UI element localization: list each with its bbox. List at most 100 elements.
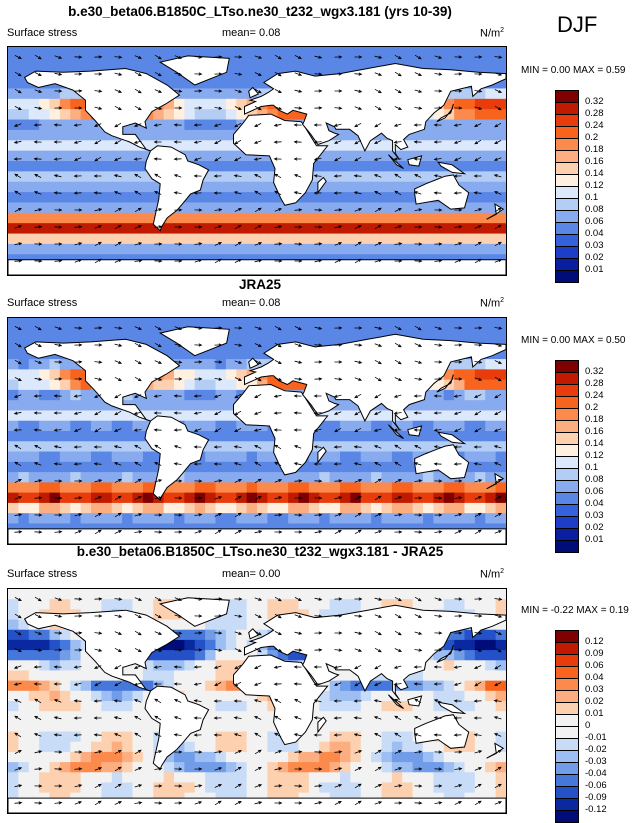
stress-cell — [142, 670, 154, 682]
stress-cell — [153, 772, 165, 784]
stress-cell — [49, 650, 61, 661]
stress-cell — [423, 690, 434, 702]
stress-cell — [132, 690, 144, 702]
stress-vector — [354, 122, 362, 128]
stress-cell — [371, 318, 383, 329]
stress-cell — [39, 762, 51, 773]
stress-cell — [236, 741, 248, 753]
colorbar-swatch — [556, 642, 578, 654]
stress-vector — [474, 55, 483, 59]
stress-vector — [114, 72, 123, 76]
stress-vector — [313, 699, 322, 703]
stress-vector — [173, 394, 182, 398]
stress-cell — [360, 482, 372, 494]
stress-cell — [443, 599, 455, 610]
stress-cell — [18, 731, 30, 743]
stress-cell — [412, 670, 424, 682]
stress-cell — [91, 129, 102, 141]
stress-cell — [443, 389, 455, 401]
stress-cell — [402, 472, 414, 483]
stress-cell — [225, 359, 237, 370]
stress-vector — [53, 140, 62, 144]
stress-vector — [194, 55, 203, 59]
stress-vector — [354, 72, 363, 76]
stress-cell — [412, 212, 424, 224]
stress-cell — [49, 57, 61, 69]
stress-cell — [319, 181, 331, 193]
stress-cell — [205, 400, 217, 412]
colorbar-swatch — [556, 372, 578, 384]
stress-cell — [485, 389, 497, 401]
stress-cell — [111, 502, 123, 514]
stress-cell — [39, 690, 51, 702]
stress-vector — [293, 411, 302, 415]
stress-cell — [49, 243, 61, 255]
stress-cell — [49, 400, 61, 412]
stress-cell — [464, 328, 476, 340]
stress-cell — [495, 431, 506, 442]
stress-cell — [49, 379, 61, 391]
stress-cell — [495, 492, 506, 504]
stress-cell — [142, 202, 154, 214]
stress-vector — [293, 174, 302, 178]
stress-vector — [74, 801, 83, 805]
stress-vector — [474, 750, 483, 754]
stress-vector — [374, 461, 382, 466]
stress-vector — [53, 462, 62, 466]
stress-cell — [433, 400, 445, 412]
stress-cell — [485, 680, 497, 692]
stress-cell — [443, 650, 455, 661]
stress-cell — [18, 400, 30, 412]
stress-vector — [113, 462, 122, 466]
stress-cell — [215, 410, 227, 422]
stress-vector — [434, 479, 443, 483]
stress-cell — [236, 629, 248, 641]
stress-cell — [464, 599, 476, 610]
stress-vector — [393, 394, 402, 398]
stress-cell — [184, 741, 196, 753]
stress-cell — [391, 472, 403, 483]
colorbar-swatch — [556, 432, 578, 444]
stress-cell — [70, 751, 82, 763]
stress-vector — [14, 106, 22, 111]
stress-vector — [414, 631, 423, 635]
stress-cell — [70, 461, 82, 473]
stress-vector — [174, 631, 183, 635]
stress-cell — [474, 88, 486, 100]
stress-cell — [28, 772, 40, 784]
stress-cell — [329, 431, 341, 442]
stress-vector — [474, 529, 482, 535]
stress-cell — [111, 731, 123, 743]
stress-cell — [464, 670, 476, 682]
stress-cell — [111, 589, 123, 600]
panel1-variable: Surface stress — [7, 27, 78, 39]
stress-cell — [215, 711, 227, 722]
stress-cell — [59, 711, 71, 722]
stress-cell — [18, 119, 30, 131]
coastline — [486, 203, 505, 220]
stress-cell — [59, 410, 71, 422]
stress-cell — [70, 741, 82, 753]
stress-vector — [454, 360, 463, 364]
stress-cell — [371, 140, 383, 152]
stress-vector — [453, 665, 462, 669]
stress-vector — [273, 123, 282, 127]
stress-cell — [59, 88, 71, 100]
stress-cell — [474, 741, 486, 753]
stress-vector — [433, 157, 442, 161]
stress-cell — [18, 318, 30, 329]
stress-vector — [454, 242, 463, 246]
stress-vector — [274, 715, 282, 721]
stress-cell — [163, 47, 175, 58]
stress-cell — [39, 47, 51, 58]
stress-cell — [122, 202, 134, 214]
stress-cell — [59, 202, 71, 214]
stress-cell — [464, 639, 476, 651]
stress-cell — [246, 721, 258, 733]
panel1-minmax: MIN = 0.00 MAX = 0.59 — [521, 65, 626, 76]
stress-vector — [33, 462, 42, 466]
stress-cell — [153, 129, 165, 141]
stress-cell — [49, 233, 61, 245]
stress-cell — [464, 57, 476, 69]
stress-vector — [174, 242, 183, 246]
